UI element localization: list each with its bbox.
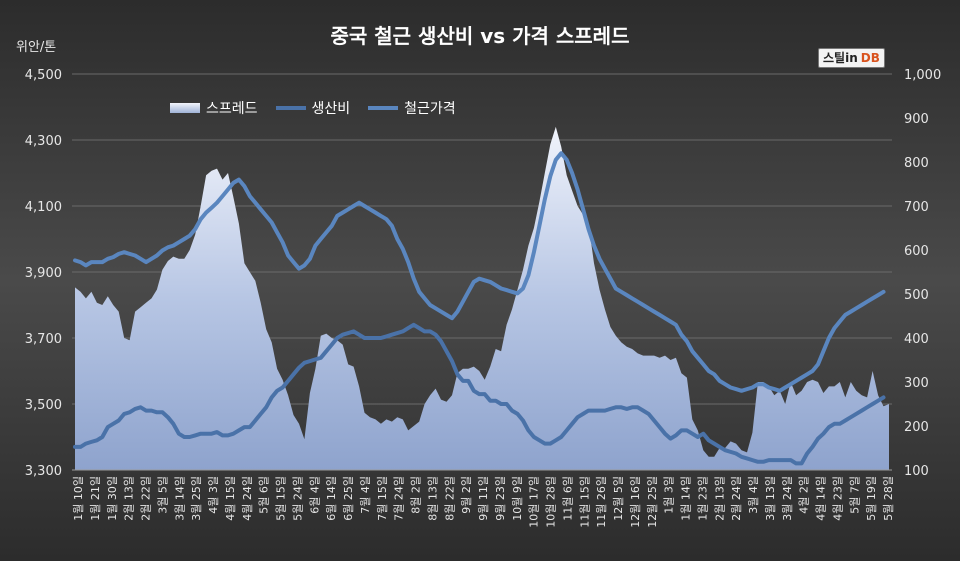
x-tick-label: 1월 21일: [88, 476, 102, 521]
axes: 3,300 3,500 3,700 3,900 4,100 4,300 4,500 100 20…: [25, 68, 941, 528]
cost-line: [73, 322, 886, 466]
legend: 스프레드 생산비 철근가격: [170, 98, 456, 118]
x-tick-label: 5월 19일: [864, 476, 878, 521]
x-tick-label: 3월 13일: [763, 476, 777, 521]
x-tick-label: 11월 6일: [560, 476, 574, 521]
x-tick-label: 1월 10일: [71, 476, 85, 521]
x-tick-label: 7월 24일: [392, 476, 406, 521]
left-tick-label: 4,500: [25, 68, 62, 83]
x-tick-label: 9월 23일: [493, 476, 507, 521]
x-tick-label: 1월 30일: [105, 476, 119, 521]
x-tick-label: 7월 15일: [375, 476, 389, 521]
x-tick-label: 3월 24일: [780, 476, 794, 521]
right-tick-label: 500: [904, 288, 929, 303]
spread-area: [75, 126, 889, 471]
left-tick-label: 4,300: [25, 134, 62, 149]
x-tick-label: 3월 4일: [746, 476, 760, 514]
x-tick-label: 11월 26일: [594, 476, 608, 528]
legend-item-spread: 스프레드: [170, 98, 258, 118]
right-tick-label: 700: [904, 200, 929, 215]
legend-swatch-price: [368, 106, 399, 110]
x-tick-label: 6월 25일: [341, 476, 355, 521]
x-tick-label: 4월 14일: [814, 476, 828, 521]
left-tick-label: 3,300: [25, 464, 62, 479]
x-tick-label: 2월 24일: [729, 476, 743, 521]
x-tick-label: 10월 9일: [510, 476, 524, 521]
legend-label-spread: 스프레드: [206, 101, 258, 117]
legend-item-price: 철근가격: [368, 98, 456, 118]
x-tick-label: 9월 2일: [459, 476, 473, 514]
x-tick-label: 8월 13일: [425, 476, 439, 521]
x-tick-label: 3월 5일: [155, 476, 169, 514]
x-tick-label: 1월 14일: [679, 476, 693, 521]
x-tick-label: 5월 15일: [274, 476, 288, 521]
right-tick-label: 1,000: [904, 68, 941, 83]
right-tick-label: 100: [904, 464, 929, 479]
y-axis-unit-label: 위안/톤: [16, 40, 57, 55]
legend-label-cost: 생산비: [311, 101, 351, 117]
x-tick-label: 10월 28일: [544, 476, 558, 528]
left-tick-label: 3,500: [25, 398, 62, 413]
x-tick-label: 2월 13일: [712, 476, 726, 521]
x-tick-label: 8월 22일: [442, 476, 456, 521]
x-tick-label: 5월 24일: [290, 476, 304, 521]
x-tick-label: 7월 4일: [358, 476, 372, 514]
x-tick-label: 8월 2일: [409, 476, 423, 514]
steelin-db-logo: 스틸in DB: [818, 48, 885, 68]
right-tick-label: 800: [904, 156, 929, 171]
legend-label-price: 철근가격: [404, 101, 456, 117]
plot-area: [73, 126, 889, 471]
x-tick-label: 10월 17일: [527, 476, 541, 528]
legend-item-cost: 생산비: [275, 98, 351, 118]
x-tick-label: 4월 23일: [830, 476, 844, 521]
right-tick-label: 600: [904, 244, 929, 259]
left-tick-label: 3,700: [25, 332, 62, 347]
chart-title: 중국 철근 생산비 vs 가격 스프레드: [330, 24, 630, 48]
right-tick-label: 200: [904, 420, 929, 435]
price-line: [73, 151, 886, 393]
x-tick-label: 12월 25일: [645, 476, 659, 528]
x-tick-label: 5월 7일: [847, 476, 861, 514]
x-tick-label: 4월 2일: [797, 476, 811, 514]
x-tick-label: 3월 25일: [189, 476, 203, 521]
x-tick-label: 1월 3일: [662, 476, 676, 514]
x-tick-label: 4월 3일: [206, 476, 220, 514]
x-tick-label: 5월 6일: [257, 476, 271, 514]
right-tick-label: 400: [904, 332, 929, 347]
x-tick-label: 4월 24일: [240, 476, 254, 521]
left-tick-label: 4,100: [25, 200, 62, 215]
x-tick-label: 12월 5일: [611, 476, 625, 521]
x-tick-label: 11월 15일: [577, 476, 591, 528]
right-tick-label: 300: [904, 376, 929, 391]
x-tick-label: 3월 14일: [172, 476, 186, 521]
x-tick-label: 2월 22일: [139, 476, 153, 521]
legend-swatch-spread: [170, 103, 200, 113]
legend-swatch-cost: [275, 106, 306, 110]
x-tick-label: 6월 14일: [324, 476, 338, 521]
right-tick-label: 900: [904, 112, 929, 127]
x-tick-label: 4월 15일: [223, 476, 237, 521]
x-tick-label: 9월 11일: [476, 476, 490, 521]
x-tick-label: 6월 4일: [307, 476, 321, 514]
x-tick-label: 5월 28일: [881, 476, 895, 521]
x-tick-label: 1월 23일: [695, 476, 709, 521]
x-tick-label: 2월 13일: [122, 476, 136, 521]
x-tick-label: 12월 16일: [628, 476, 642, 528]
left-tick-label: 3,900: [25, 266, 62, 281]
